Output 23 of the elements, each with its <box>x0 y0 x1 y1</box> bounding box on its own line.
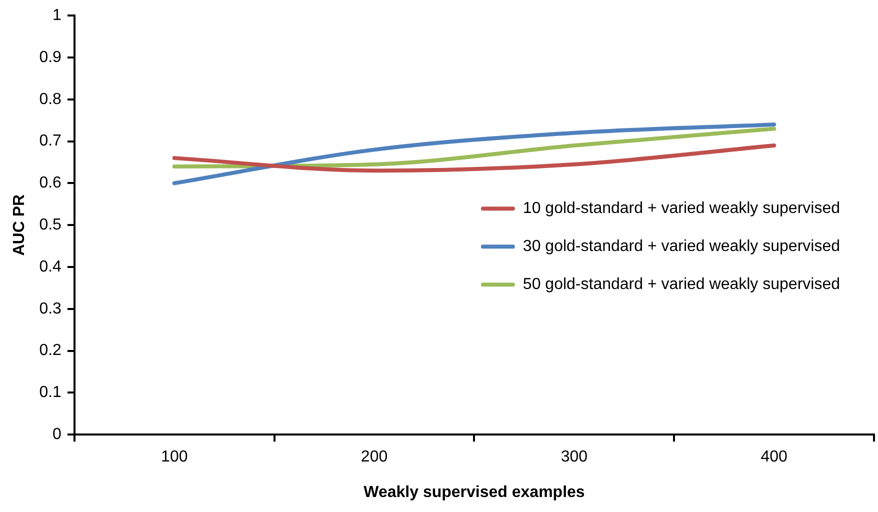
y-tick-label: 0.4 <box>39 258 62 276</box>
x-axis-title: Weakly supervised examples <box>364 484 585 501</box>
y-tick-label: 0.5 <box>39 216 62 234</box>
x-tick-label: 200 <box>360 448 388 466</box>
y-tick-label: 1 <box>52 7 62 24</box>
x-tick-label: 100 <box>161 448 188 466</box>
line-series <box>172 122 776 186</box>
y-tick-label: 0.6 <box>39 174 62 192</box>
y-tick-label: 0.9 <box>39 48 62 66</box>
legend-label: 30 gold-standard + varied weakly supervised <box>522 238 840 256</box>
y-tick-label: 0.1 <box>39 384 62 402</box>
y-tick-label: 0.3 <box>39 300 62 318</box>
legend-label: 50 gold-standard + varied weakly supervised <box>522 276 840 294</box>
y-tick-label: 0.8 <box>39 90 62 108</box>
legend-label: 10 gold-standard + varied weakly supervised <box>522 200 840 218</box>
y-tick-label: 0.7 <box>39 132 62 150</box>
y-tick-label: 0.2 <box>39 342 62 360</box>
y-tick-label: 0 <box>52 426 62 444</box>
y-axis-title: AUC PR <box>11 194 28 256</box>
x-tick-label: 300 <box>560 448 588 466</box>
x-tick-label: 400 <box>760 448 788 466</box>
line-series <box>172 126 776 168</box>
line-series <box>172 143 776 173</box>
